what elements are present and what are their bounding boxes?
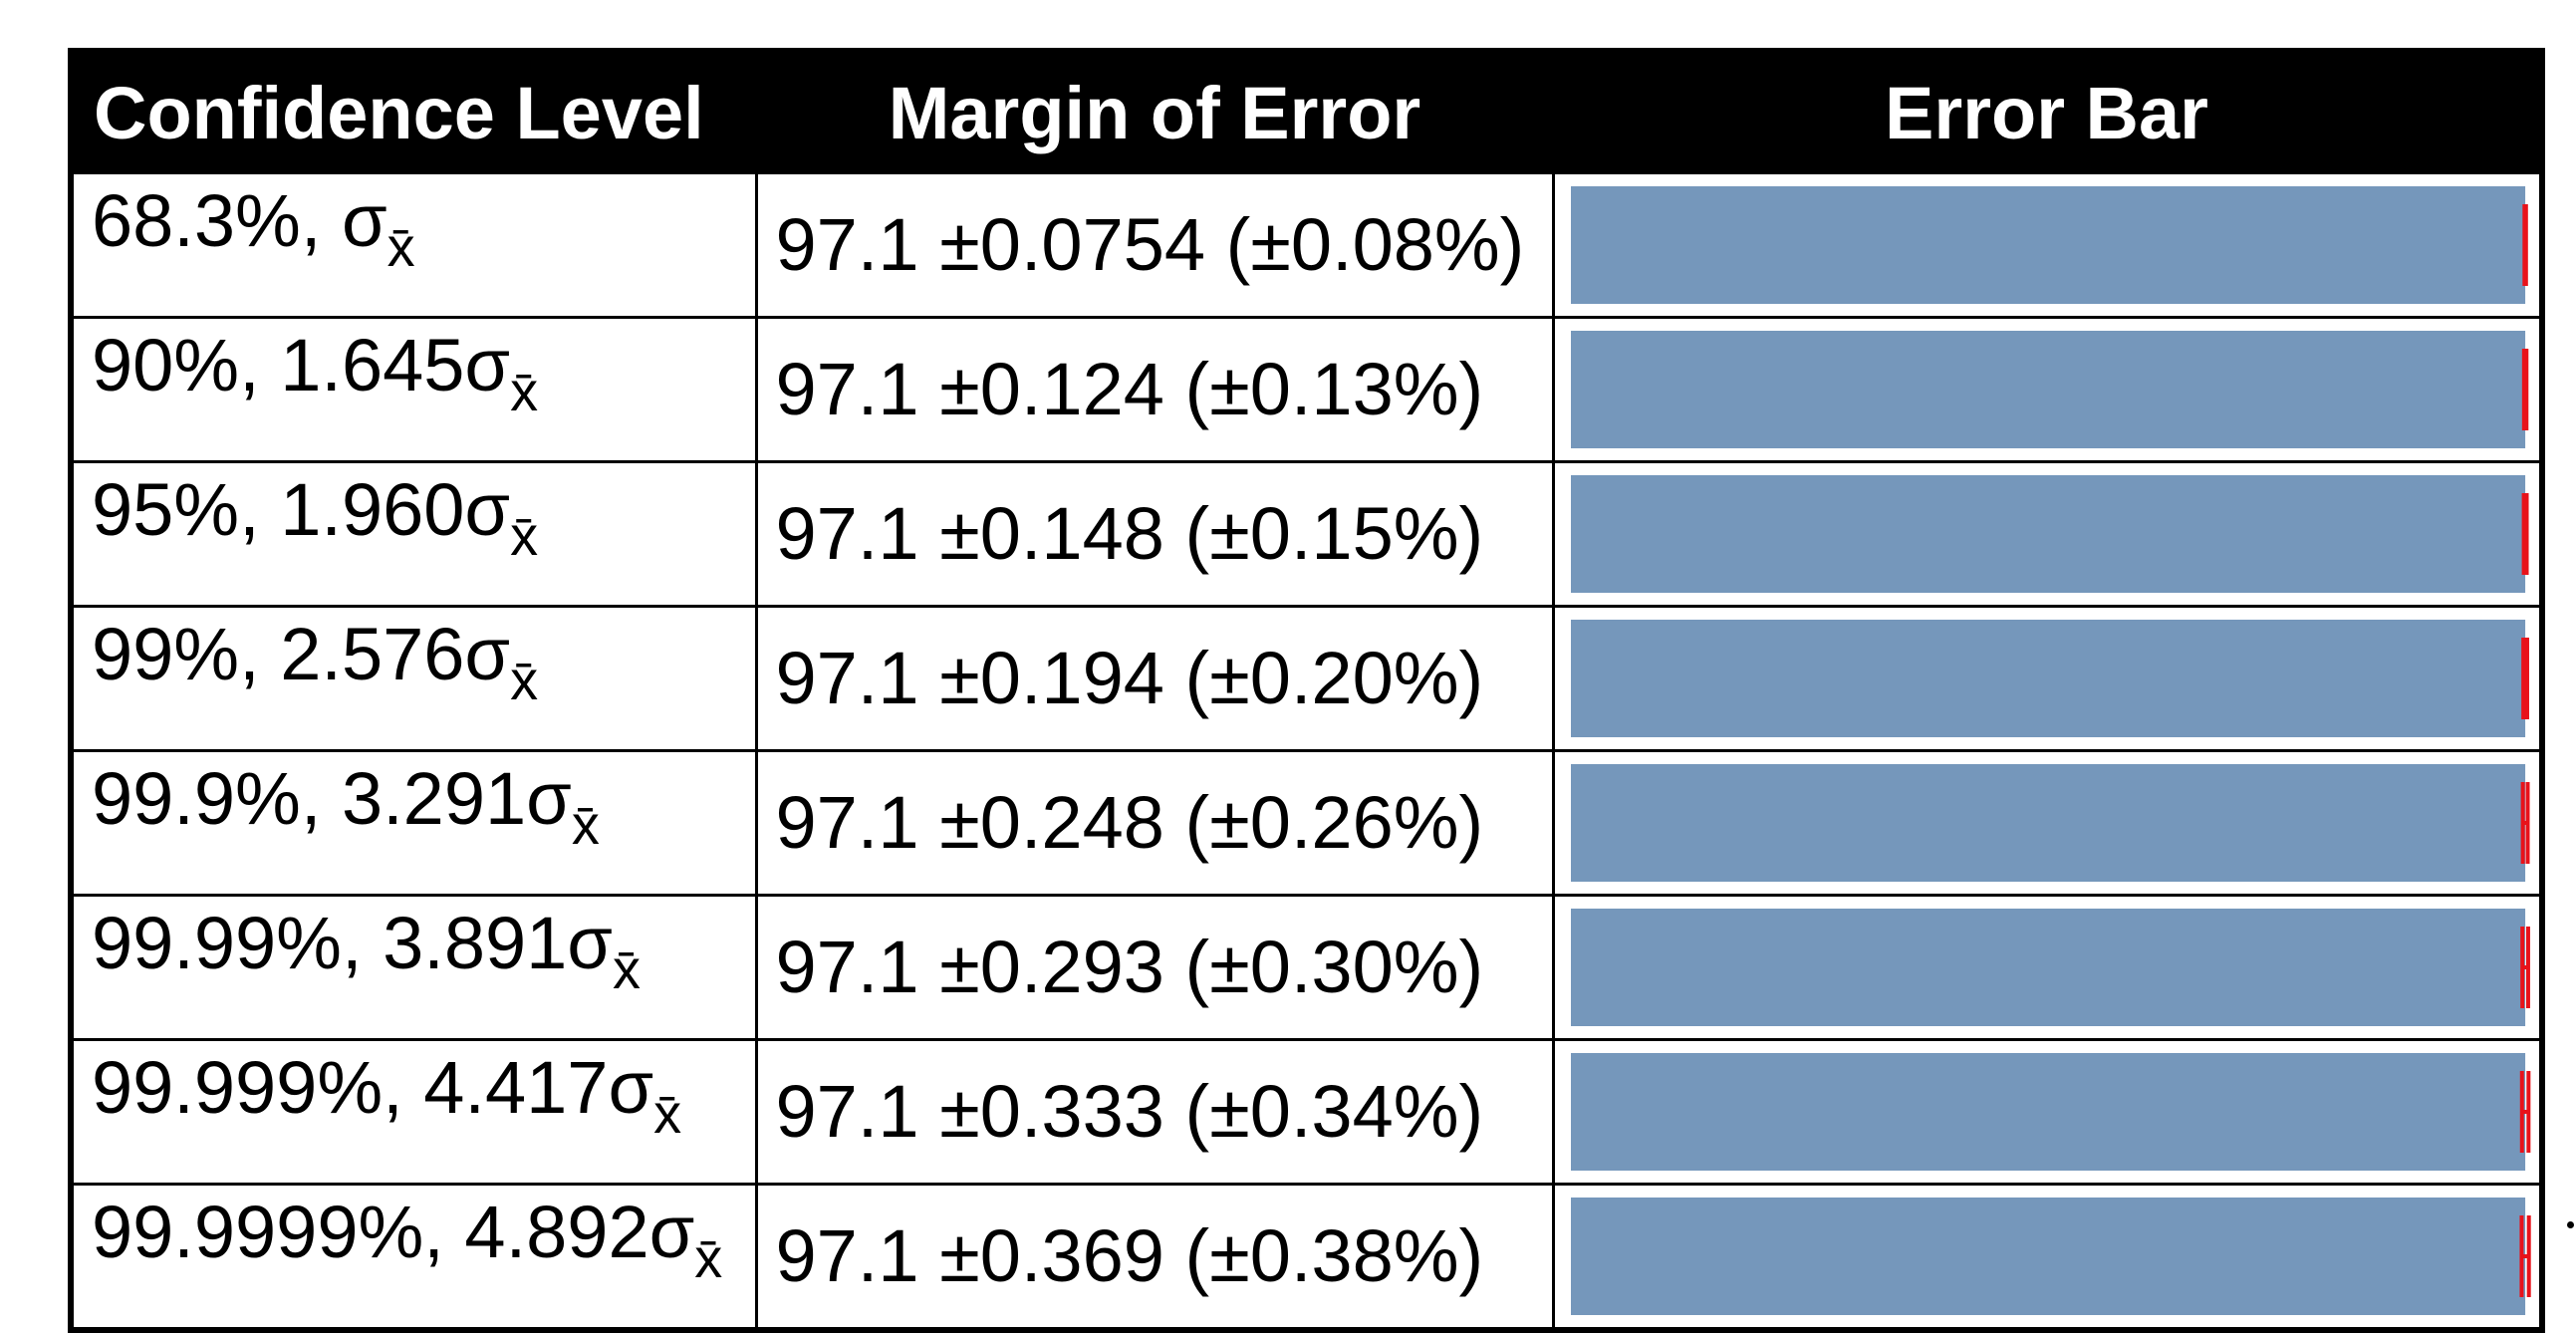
- error-bar-cell: [1551, 1038, 2544, 1186]
- error-bar-chart: [1570, 764, 2530, 882]
- error-bar: [2521, 493, 2529, 575]
- error-bar-cell: [1551, 605, 2544, 752]
- table-row: 99.9%, 3.291σx̄ 97.1 ±0.248 (±0.26%): [69, 749, 2544, 897]
- bar: [1570, 764, 2525, 882]
- table-row: 99.9999%, 4.892σx̄ 97.1 ±0.369 (±0.38%): [69, 1183, 2544, 1332]
- confidence-level-label: 95%,: [92, 468, 281, 551]
- sigma-symbol: σ: [464, 613, 511, 695]
- confidence-level-cell: 99.99%, 3.891σx̄: [69, 894, 758, 1041]
- confidence-level-cell: 90%, 1.645σx̄: [69, 316, 758, 463]
- table-row: 99.99%, 3.891σx̄ 97.1 ±0.293 (±0.30%): [69, 894, 2544, 1041]
- header-error-bar: Error Bar: [1552, 50, 2543, 174]
- error-bar-cell: [1551, 460, 2544, 608]
- error-bar-cell: [1551, 316, 2544, 463]
- confidence-level-label: 90%,: [92, 324, 281, 406]
- sigma-multiplier: 4.892: [464, 1191, 649, 1273]
- table-row: 99%, 2.576σx̄ 97.1 ±0.194 (±0.20%): [69, 605, 2544, 752]
- header-row: Confidence Level Margin of Error Error B…: [70, 50, 2543, 174]
- sigma-symbol: σ: [464, 324, 511, 406]
- error-bar-chart: [1570, 1198, 2531, 1315]
- confidence-level-label: 99%,: [92, 613, 281, 695]
- confidence-level-cell: 99.9999%, 4.892σx̄: [69, 1183, 758, 1332]
- sigma-subscript: x̄: [612, 937, 641, 1000]
- margin-of-error-cell: 97.1 ±0.248 (±0.26%): [754, 749, 1555, 897]
- footnote-dot: [2567, 1221, 2574, 1228]
- bar: [1570, 186, 2525, 304]
- sigma-symbol: σ: [341, 179, 387, 262]
- error-bar: [2521, 204, 2528, 286]
- error-bar-chart: [1570, 909, 2530, 1026]
- sigma-multiplier: 1.645: [280, 324, 465, 406]
- error-bar-cell: [1551, 171, 2544, 319]
- margin-of-error-cell: 97.1 ±0.124 (±0.13%): [754, 316, 1555, 463]
- error-bar-chart: [1570, 1053, 2530, 1171]
- table-row: 95%, 1.960σx̄ 97.1 ±0.148 (±0.15%): [69, 460, 2544, 608]
- margin-of-error-cell: 97.1 ±0.194 (±0.20%): [754, 605, 1555, 752]
- confidence-level-label: 99.9%,: [92, 757, 342, 840]
- sigma-subscript: x̄: [571, 793, 600, 856]
- error-bar: [2520, 638, 2529, 719]
- bar: [1570, 475, 2525, 593]
- sigma-symbol: σ: [567, 902, 613, 984]
- error-bar: [2519, 927, 2530, 1008]
- confidence-level-label: 99.999%,: [92, 1046, 424, 1129]
- sigma-multiplier: 2.576: [280, 613, 465, 695]
- sigma-multiplier: 1.960: [280, 468, 465, 551]
- bar: [1570, 1053, 2525, 1171]
- bar: [1570, 909, 2525, 1026]
- sigma-symbol: σ: [608, 1046, 654, 1129]
- bar: [1570, 620, 2525, 737]
- confidence-interval-table: Confidence Level Margin of Error Error B…: [68, 48, 2545, 1333]
- error-bar-chart: [1570, 186, 2528, 304]
- sigma-subscript: x̄: [386, 215, 415, 278]
- error-bar: [2521, 349, 2528, 430]
- margin-of-error-cell: 97.1 ±0.333 (±0.34%): [754, 1038, 1555, 1186]
- error-bar-chart: [1570, 620, 2529, 737]
- error-bar: [2518, 1215, 2531, 1297]
- sigma-symbol: σ: [648, 1191, 695, 1273]
- sigma-symbol: σ: [464, 468, 511, 551]
- error-bar-chart: [1570, 475, 2529, 593]
- sigma-multiplier: 4.417: [423, 1046, 609, 1129]
- table-row: 99.999%, 4.417σx̄ 97.1 ±0.333 (±0.34%): [69, 1038, 2544, 1186]
- confidence-level-cell: 99.999%, 4.417σx̄: [69, 1038, 758, 1186]
- error-bar: [2519, 1071, 2530, 1153]
- confidence-level-cell: 68.3%, σx̄: [69, 171, 758, 319]
- confidence-level-label: 68.3%,: [92, 179, 342, 262]
- sigma-subscript: x̄: [510, 360, 539, 422]
- confidence-level-cell: 99.9%, 3.291σx̄: [69, 749, 758, 897]
- margin-of-error-cell: 97.1 ±0.0754 (±0.08%): [754, 171, 1555, 319]
- sigma-multiplier: 3.891: [383, 902, 568, 984]
- error-bar-cell: [1551, 894, 2544, 1041]
- margin-of-error-cell: 97.1 ±0.293 (±0.30%): [754, 894, 1555, 1041]
- table-row: 68.3%, σx̄ 97.1 ±0.0754 (±0.08%): [69, 171, 2544, 319]
- bar: [1570, 1198, 2525, 1315]
- confidence-level-cell: 99%, 2.576σx̄: [69, 605, 758, 752]
- table-row: 90%, 1.645σx̄ 97.1 ±0.124 (±0.13%): [69, 316, 2544, 463]
- sigma-symbol: σ: [526, 757, 572, 840]
- table-body: 68.3%, σx̄ 97.1 ±0.0754 (±0.08%) 90%, 1.64…: [69, 171, 2544, 1332]
- header-confidence-level: Confidence Level: [70, 50, 757, 174]
- confidence-level-cell: 95%, 1.960σx̄: [69, 460, 758, 608]
- bar: [1570, 331, 2525, 448]
- error-bar: [2520, 782, 2530, 864]
- error-bar-chart: [1570, 331, 2528, 448]
- error-bar-cell: [1551, 1183, 2544, 1332]
- sigma-multiplier: 3.291: [341, 757, 527, 840]
- header-margin-of-error: Margin of Error: [755, 50, 1554, 174]
- sigma-subscript: x̄: [694, 1226, 723, 1289]
- confidence-level-label: 99.99%,: [92, 902, 384, 984]
- error-bar-cell: [1551, 749, 2544, 897]
- margin-of-error-cell: 97.1 ±0.369 (±0.38%): [754, 1183, 1555, 1332]
- sigma-subscript: x̄: [653, 1082, 682, 1145]
- confidence-level-label: 99.9999%,: [92, 1191, 465, 1273]
- sigma-subscript: x̄: [510, 504, 539, 567]
- margin-of-error-cell: 97.1 ±0.148 (±0.15%): [754, 460, 1555, 608]
- sigma-subscript: x̄: [510, 649, 539, 711]
